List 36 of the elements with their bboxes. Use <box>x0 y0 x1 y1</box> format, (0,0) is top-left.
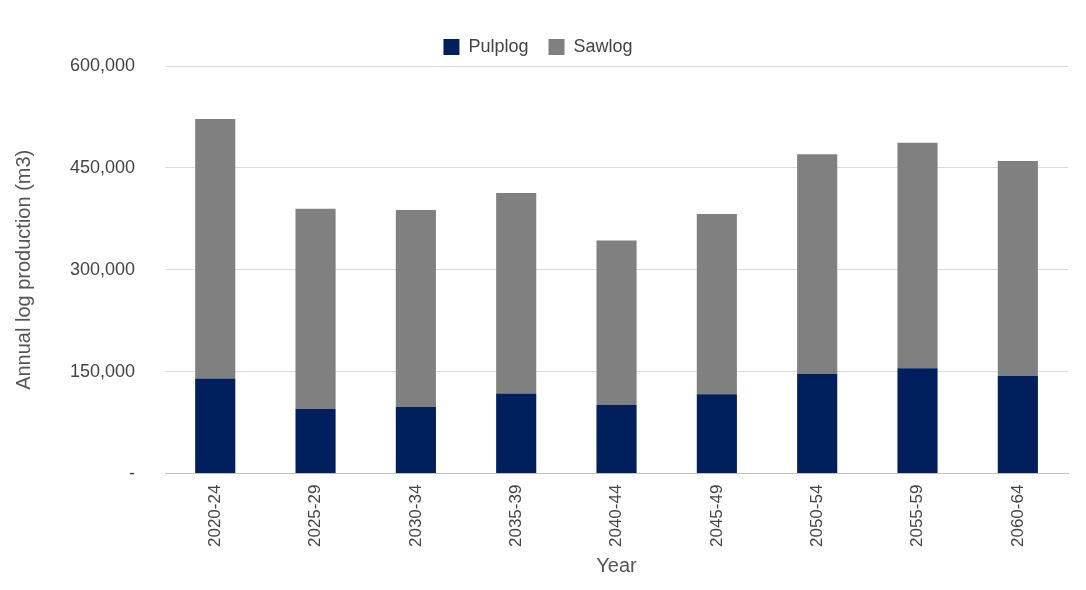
bar <box>195 378 236 474</box>
bar <box>997 161 1038 376</box>
x-tick-label: 2055-59 <box>907 484 927 547</box>
bar <box>696 214 737 395</box>
y-axis-title: Annual log production (m3) <box>11 149 34 390</box>
bar <box>897 368 938 474</box>
bar <box>295 409 336 474</box>
bar <box>797 154 838 374</box>
bar <box>496 393 537 474</box>
x-tick-label: 2025-29 <box>305 484 325 547</box>
legend-label: Sawlog <box>573 35 633 56</box>
bar <box>496 193 537 394</box>
x-tick-label: 2045-49 <box>706 484 726 547</box>
bar <box>897 142 938 369</box>
bar <box>797 373 838 474</box>
x-tick-label: 2020-24 <box>204 484 224 547</box>
bar <box>596 240 637 405</box>
legend-label: Pulplog <box>468 35 529 56</box>
x-tick-label: 2040-44 <box>606 484 626 547</box>
bar <box>295 208 336 410</box>
y-tick-label: 150,000 <box>69 360 136 381</box>
y-tick-label: 600,000 <box>69 54 136 75</box>
y-tick-label: 450,000 <box>69 156 136 177</box>
y-tick-label: 300,000 <box>69 258 136 279</box>
x-tick-label: 2060-64 <box>1007 484 1027 547</box>
y-tick-label: - <box>129 462 136 483</box>
x-tick-label: 2035-39 <box>505 484 525 547</box>
bar <box>596 405 637 474</box>
x-tick-label: 2050-54 <box>806 484 826 547</box>
bar <box>395 210 436 408</box>
x-axis-title: Year <box>596 553 638 576</box>
bar <box>195 118 236 379</box>
bar <box>395 407 436 474</box>
x-tick-label: 2030-34 <box>405 484 425 547</box>
bar <box>696 394 737 474</box>
bar <box>997 375 1038 474</box>
